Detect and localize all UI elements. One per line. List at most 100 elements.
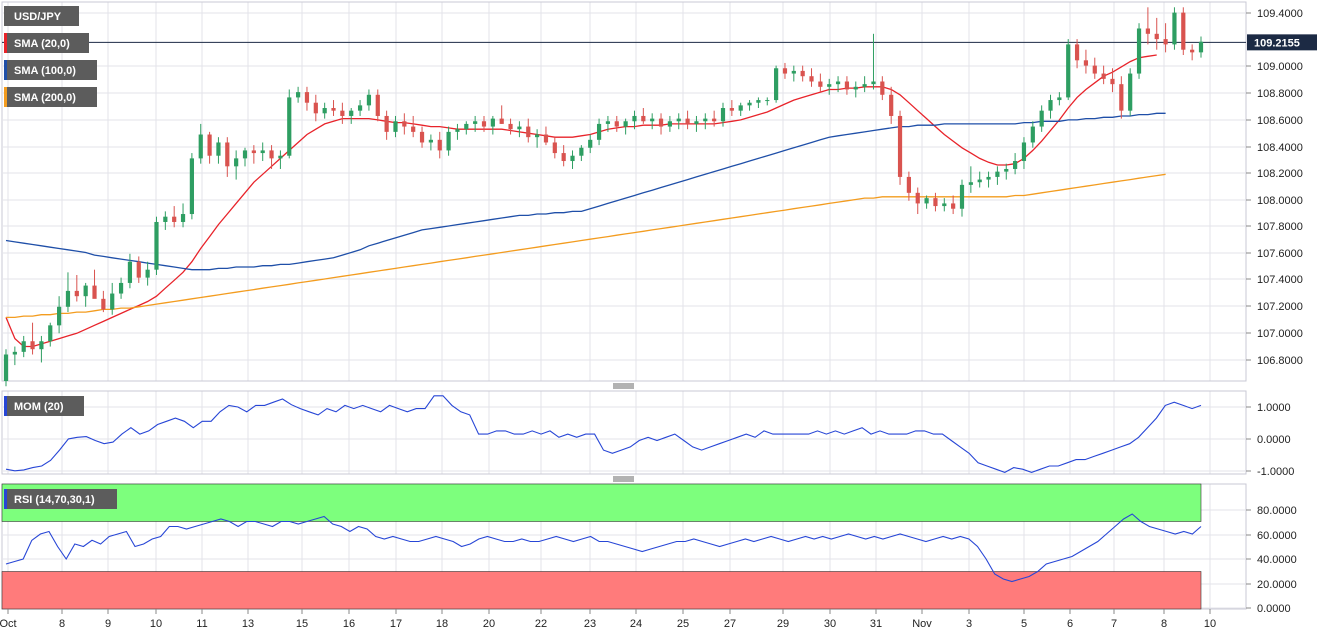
candle xyxy=(428,134,433,151)
x-tick-label: 3 xyxy=(966,618,972,630)
x-tick-label: 13 xyxy=(242,618,254,630)
y-tick-label: 108.6000 xyxy=(1257,115,1303,127)
candle xyxy=(30,322,35,355)
candle xyxy=(1190,44,1195,61)
candle-body xyxy=(1163,39,1168,45)
sma-100-legend[interactable]: SMA (100,0) xyxy=(4,60,97,80)
legend-swatch xyxy=(4,87,7,107)
candle xyxy=(1119,76,1124,119)
candle xyxy=(234,150,239,180)
candle-body xyxy=(499,118,504,124)
candle-body xyxy=(12,351,17,355)
x-tick-label: 8 xyxy=(1161,618,1167,630)
candle-body xyxy=(402,121,407,127)
candle-body xyxy=(1190,49,1195,53)
candle xyxy=(1048,94,1053,119)
legend-text: MOM (20) xyxy=(14,401,64,413)
candle xyxy=(296,86,301,103)
candle xyxy=(1128,68,1133,116)
x-tick-label: 17 xyxy=(390,618,402,630)
candle xyxy=(1172,7,1177,50)
candle xyxy=(543,126,549,146)
candle-body xyxy=(136,261,141,278)
candle xyxy=(1110,68,1115,93)
legend-box xyxy=(4,489,117,509)
sma-20-legend[interactable]: SMA (20,0) xyxy=(4,33,89,53)
candle-body xyxy=(667,121,672,127)
candle xyxy=(384,110,389,140)
candle xyxy=(906,171,911,201)
candle-body xyxy=(906,176,911,193)
candle xyxy=(349,108,354,124)
y-tick-label: 0.0000 xyxy=(1257,603,1291,615)
y-tick-label: 1.0000 xyxy=(1257,402,1291,414)
legend-text: RSI (14,70,30,1) xyxy=(14,494,95,506)
rsi-overbought-band xyxy=(1,483,1202,522)
candle xyxy=(712,110,717,127)
candle xyxy=(570,150,575,169)
pane-resize-handle[interactable] xyxy=(613,476,634,482)
candle xyxy=(39,335,44,363)
candle xyxy=(437,131,442,159)
candle-body xyxy=(623,121,628,127)
candle xyxy=(720,102,726,127)
y-tick-label: 106.8000 xyxy=(1257,355,1303,367)
candle xyxy=(1004,163,1009,180)
candle-body xyxy=(818,81,823,87)
candle-body xyxy=(216,142,221,156)
candle-body xyxy=(561,153,566,162)
candle-body xyxy=(809,76,814,82)
candle xyxy=(924,195,929,209)
instrument-label[interactable]: USD/JPY xyxy=(4,6,79,26)
candle xyxy=(357,100,363,116)
candle-body xyxy=(729,108,734,111)
candle-body xyxy=(1004,168,1009,172)
candle xyxy=(942,198,947,212)
candle-body xyxy=(1181,12,1186,50)
mom-legend[interactable]: MOM (20) xyxy=(4,396,84,416)
candle xyxy=(889,86,894,124)
rsi-oversold-band xyxy=(1,571,1202,610)
candle-body xyxy=(517,126,522,130)
candle xyxy=(685,110,690,130)
candle-body xyxy=(676,118,681,122)
candle xyxy=(172,206,177,228)
candle-body xyxy=(632,115,637,122)
candle-body xyxy=(74,290,79,297)
pane-resize-handle[interactable] xyxy=(613,383,634,389)
candle-body xyxy=(481,121,487,127)
candle-body xyxy=(650,118,655,122)
candle-body xyxy=(1136,28,1142,74)
candle xyxy=(74,274,79,302)
candle xyxy=(517,121,522,138)
candle xyxy=(331,100,336,116)
candle xyxy=(703,113,708,130)
candle-body xyxy=(1119,84,1124,111)
candle-body xyxy=(304,92,310,103)
candle-body xyxy=(340,110,345,116)
rsi-legend[interactable]: RSI (14,70,30,1) xyxy=(4,489,117,509)
candle-body xyxy=(375,94,380,116)
candle xyxy=(101,290,106,313)
candle-body xyxy=(1083,60,1089,66)
candle-body xyxy=(871,81,876,85)
candle-body xyxy=(1110,78,1115,85)
candle-body xyxy=(287,97,292,156)
y-tick-label: 20.0000 xyxy=(1257,579,1297,591)
pane-border xyxy=(1,1,1247,382)
candle xyxy=(65,272,71,313)
candle xyxy=(1030,121,1035,148)
candle xyxy=(729,100,734,116)
sma-200-legend[interactable]: SMA (200,0) xyxy=(4,87,97,107)
candle xyxy=(871,33,876,90)
candle-body xyxy=(800,70,805,77)
candle-body xyxy=(251,150,256,154)
candle-body xyxy=(357,105,363,111)
candle xyxy=(242,147,248,167)
candle xyxy=(667,115,672,132)
candle-body xyxy=(490,118,495,127)
candle-body xyxy=(782,68,788,74)
candle xyxy=(827,78,832,95)
candle-body xyxy=(1074,44,1080,61)
